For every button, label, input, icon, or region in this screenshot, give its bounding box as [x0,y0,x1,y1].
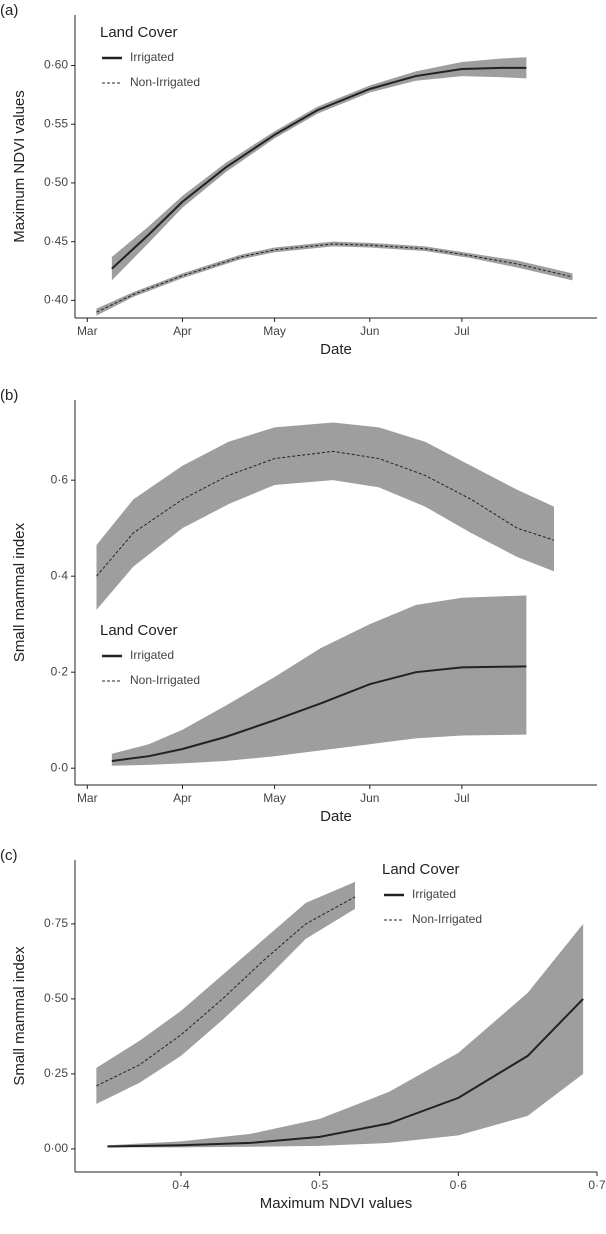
legend-label: Non-Irrigated [130,673,200,687]
legend-label: Non-Irrigated [412,912,482,926]
confidence-band [96,422,555,610]
y-tick-label: 0·50 [44,175,68,189]
y-tick-label: 0·40 [44,293,68,307]
y-tick-label: 0·0 [51,760,69,774]
x-axis-title: Maximum NDVI values [260,1195,413,1212]
x-tick-label: Jun [360,791,379,805]
x-tick-label: Apr [173,324,192,338]
series-line [111,665,527,762]
x-axis-title: Date [320,341,352,358]
x-tick-label: Apr [173,791,192,805]
confidence-band [96,881,355,1104]
x-tick-label: Jun [360,324,379,338]
x-tick-label: 0·4 [172,1178,190,1192]
legend-label: Irrigated [130,50,174,64]
panel-label: (a) [0,2,18,19]
y-tick-label: 0·2 [51,664,69,678]
series-line [111,66,527,270]
y-tick-label: 0·4 [51,568,69,582]
series-line [96,450,555,577]
x-tick-label: Mar [77,791,98,805]
x-tick-label: 0·7 [588,1178,606,1192]
legend-label: Irrigated [412,887,456,901]
legend-label: Non-Irrigated [130,75,200,89]
series-line [107,998,584,1148]
confidence-band [107,923,584,1148]
y-tick-label: 0·00 [44,1141,68,1155]
y-tick-label: 0·6 [51,472,69,486]
y-tick-label: 0·60 [44,58,68,72]
series-line [96,896,356,1087]
legend-title: Land Cover [100,622,178,639]
y-axis-title: Small mammal index [11,946,28,1086]
x-tick-label: 0·5 [311,1178,329,1192]
y-tick-label: 0·50 [44,991,68,1005]
y-tick-label: 0·45 [44,234,68,248]
legend-label: Irrigated [130,648,174,662]
x-tick-label: Jul [454,324,469,338]
y-axis-title: Small mammal index [11,522,28,662]
x-tick-label: Mar [77,324,98,338]
confidence-band [111,595,527,766]
legend-title: Land Cover [382,861,460,878]
x-tick-label: Jul [454,791,469,805]
x-tick-label: 0·6 [450,1178,468,1192]
y-tick-label: 0·75 [44,916,68,930]
panel-label: (c) [0,847,18,864]
x-tick-label: May [263,324,286,338]
x-tick-label: May [263,791,286,805]
y-axis-title: Maximum NDVI values [11,90,28,243]
legend-title: Land Cover [100,24,178,41]
y-tick-label: 0·25 [44,1066,68,1080]
y-tick-label: 0·55 [44,116,68,130]
x-axis-title: Date [320,808,352,825]
confidence-band [96,241,573,316]
series-line [96,243,573,313]
panel-label: (b) [0,387,18,404]
